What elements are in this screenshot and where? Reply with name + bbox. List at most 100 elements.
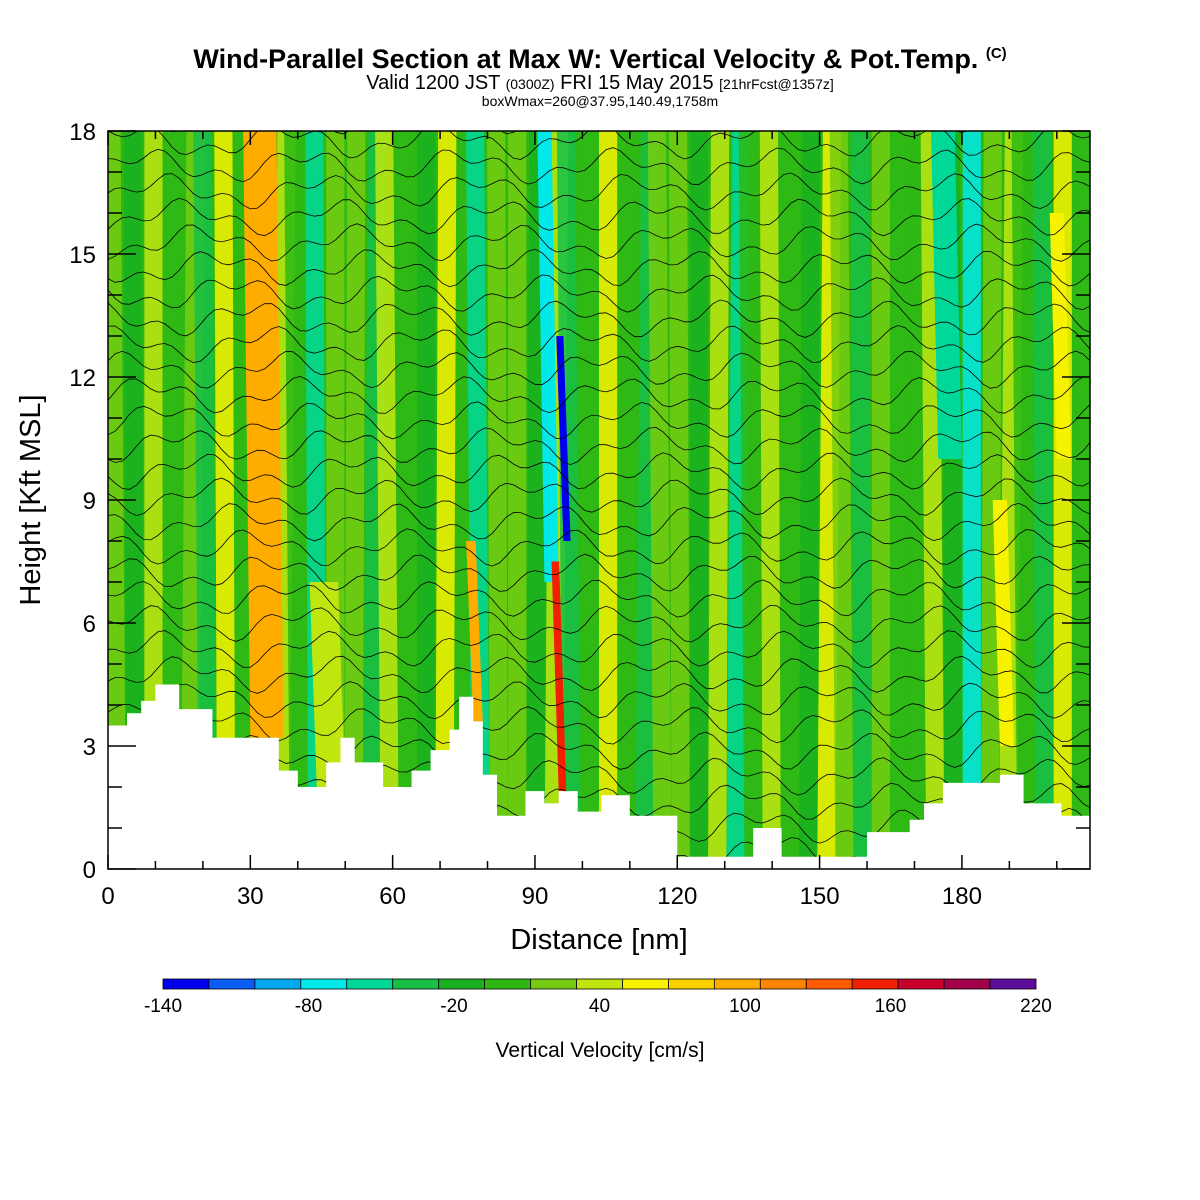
colorbar-swatch — [897, 978, 945, 990]
velocity-stripe — [689, 131, 709, 869]
velocity-stripe — [214, 131, 236, 869]
colorbar-swatch — [392, 978, 440, 990]
velocity-stripe — [962, 131, 981, 869]
velocity-band — [992, 500, 1015, 746]
copyright-mark: (C) — [985, 45, 1007, 62]
theta-contour-line — [108, 350, 1090, 389]
velocity-stripe — [829, 131, 854, 869]
colorbar-swatch — [254, 978, 302, 990]
y-tick-label: 15 — [69, 242, 96, 269]
velocity-band — [931, 131, 962, 459]
colorbar-tick-label: 220 — [1020, 996, 1052, 1017]
theta-contour-line — [108, 147, 1090, 186]
theta-contour-line — [108, 579, 1090, 618]
theta-contour-line — [108, 605, 1090, 643]
velocity-stripe — [435, 131, 457, 869]
colorbar-tick-label: 160 — [875, 996, 907, 1017]
x-tick-label: 0 — [101, 883, 114, 910]
velocity-band — [466, 541, 483, 722]
velocity-stripe — [193, 131, 218, 869]
velocity-stripe — [738, 131, 763, 869]
box-info: boxWmax=260@37.95,140.49,1758m — [481, 93, 719, 109]
velocity-stripe — [850, 131, 872, 869]
velocity-stripe — [417, 131, 436, 869]
chart-title-text: Wind-Parallel Section at Max W: Vertical… — [193, 44, 979, 74]
colorbar-swatch — [438, 978, 486, 990]
x-tick-label: 60 — [379, 883, 406, 910]
colorbar-swatch — [668, 978, 715, 990]
terrain-mask — [108, 684, 1090, 869]
velocity-stripe — [1032, 131, 1054, 869]
velocity-band — [243, 131, 284, 738]
axis-ticks: 0 30 60 90 120 150 180 0 3 6 9 12 15 18 — [69, 119, 1090, 910]
y-tick-label: 12 — [69, 365, 96, 392]
colorbar-swatch — [576, 978, 623, 990]
velocity-stripe — [980, 131, 1002, 869]
colorbar-swatch — [162, 978, 210, 990]
colorbar-swatch — [530, 978, 577, 990]
velocity-stripe — [647, 131, 672, 869]
velocity-stripe — [375, 131, 399, 869]
theta-contour-line — [108, 477, 1090, 516]
velocity-stripe — [617, 131, 639, 869]
theta-contour-line — [108, 681, 1090, 720]
colorbar-swatch — [943, 978, 991, 990]
velocity-stripe — [508, 131, 527, 869]
velocity-stripe — [889, 131, 911, 869]
theta-contour-line — [108, 502, 1090, 542]
valid-time: Valid 1200 JST — [366, 72, 501, 94]
colorbar-tick-label: 40 — [589, 996, 610, 1017]
velocity-stripe — [759, 131, 781, 869]
velocity-stripe — [599, 131, 618, 869]
colorbar-tick-label: 100 — [729, 996, 761, 1017]
colorbar-swatch — [989, 978, 1037, 990]
colorbar-swatch — [208, 978, 256, 990]
theta-contour-line — [170, 131, 968, 135]
velocity-stripe — [344, 131, 366, 869]
x-tick-label: 30 — [237, 883, 264, 910]
velocity-stripe — [284, 131, 309, 869]
x-tick-label: 180 — [942, 883, 982, 910]
valid-date: FRI 15 May 2015 — [560, 72, 714, 94]
theta-contour-line — [108, 172, 1090, 211]
velocity-stripe — [396, 131, 418, 869]
colorbar-swatch — [346, 978, 394, 990]
theta-contour-line — [108, 325, 1090, 364]
velocity-band — [537, 131, 559, 582]
y-tick-label: 3 — [83, 734, 96, 761]
chart-title: Wind-Parallel Section at Max W: Vertical… — [0, 44, 1200, 75]
theta-contour-line — [108, 274, 1090, 313]
theta-contour-line — [108, 375, 1090, 414]
y-tick-label: 6 — [83, 611, 96, 638]
theta-contour-line — [108, 426, 1090, 466]
velocity-band — [551, 561, 567, 792]
x-axis-title: Distance [nm] — [510, 924, 687, 956]
x-tick-label: 90 — [522, 883, 549, 910]
y-axis-title: Height [Kft MSL] — [15, 394, 47, 605]
theta-contour-line — [108, 655, 1090, 694]
velocity-stripe — [708, 131, 730, 869]
velocity-stripe — [487, 131, 509, 869]
x-tick-label: 150 — [800, 883, 840, 910]
y-tick-label: 18 — [69, 119, 96, 146]
colorbar-swatch — [484, 978, 531, 990]
theta-contour-line — [108, 630, 1090, 669]
colorbar-tick-label: -140 — [144, 996, 182, 1017]
colorbar-swatch — [300, 978, 348, 990]
chart-subtitle: Valid 1200 JST (0300Z) FRI 15 May 2015 [… — [0, 72, 1200, 95]
colorbar-swatch — [759, 978, 807, 990]
theta-contour-line — [108, 223, 1090, 262]
velocity-stripe — [871, 131, 890, 869]
colorbar-tick-label: -20 — [440, 996, 467, 1017]
y-tick-label: 0 — [83, 857, 96, 884]
theta-contour-line — [108, 299, 1090, 338]
velocity-stripe — [780, 131, 800, 869]
theta-contour-line — [108, 248, 1090, 288]
colorbar-title: Vertical Velocity [cm/s] — [496, 1039, 705, 1062]
theta-contour-line — [108, 197, 1090, 237]
velocity-stripe — [799, 131, 821, 869]
theta-contour-line — [108, 401, 1090, 440]
theta-contour-line — [108, 452, 1090, 491]
colorbar-swatch — [851, 978, 899, 990]
